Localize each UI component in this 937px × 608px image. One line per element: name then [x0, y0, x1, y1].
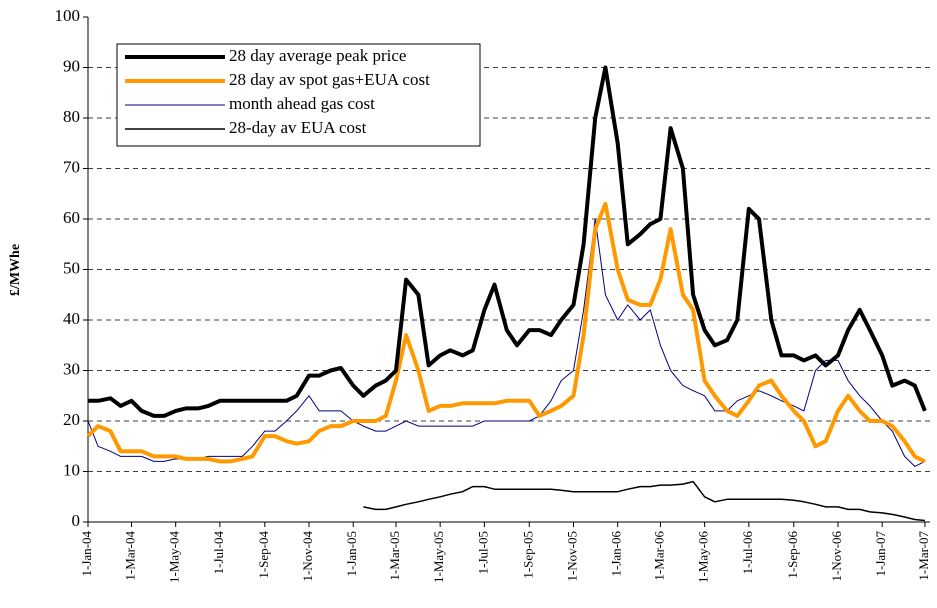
- legend-label: 28 day average peak price: [229, 46, 406, 65]
- legend-label: 28-day av EUA cost: [229, 118, 367, 137]
- y-tick-label: 80: [63, 107, 80, 126]
- x-tick-label: 1-Sep-05: [520, 531, 535, 579]
- x-tick-label: 1-Jul-05: [475, 531, 490, 574]
- x-tick-label: 1-May-04: [167, 531, 182, 583]
- y-tick-label: 0: [72, 511, 81, 530]
- y-axis-label: £/MWhe: [8, 244, 23, 296]
- legend-label: month ahead gas cost: [229, 94, 375, 113]
- x-tick-label: 1-May-05: [431, 531, 446, 583]
- x-tick-label: 1-Jan-06: [609, 531, 624, 577]
- x-tick-label: 1-Jan-05: [344, 531, 359, 577]
- x-tick-label: 1-Sep-04: [256, 531, 271, 579]
- series-line: [87, 218, 926, 467]
- series-line: [86, 201, 926, 464]
- x-tick-label: 1-Nov-06: [829, 531, 844, 582]
- y-tick-label: 60: [63, 208, 80, 227]
- y-tick-label: 100: [55, 6, 81, 25]
- x-tick-label: 1-Jan-07: [873, 531, 888, 577]
- x-tick-label: 1-Nov-04: [300, 531, 315, 582]
- y-tick-label: 10: [63, 460, 80, 479]
- y-tick-label: 50: [63, 258, 80, 277]
- y-tick-label: 40: [63, 309, 80, 328]
- legend: 28 day average peak price 28 day av spot …: [116, 43, 481, 147]
- series-line: [88, 65, 927, 418]
- x-tick-label: 1-Mar-04: [122, 531, 137, 581]
- x-tick-label: 1-Nov-05: [564, 531, 579, 582]
- x-tick-label: 1-Mar-06: [651, 531, 666, 581]
- x-tick-label: 1-Jul-06: [740, 531, 755, 575]
- y-tick-label: 90: [63, 56, 80, 75]
- x-tick-label: 1-Jul-04: [211, 531, 226, 575]
- x-tick-label: 1-Sep-06: [785, 531, 800, 579]
- x-tick-label: 1-Jan-04: [79, 531, 94, 577]
- x-tick-label: 1-Mar-05: [387, 531, 402, 581]
- y-tick-label: 20: [63, 410, 80, 429]
- y-tick-label: 70: [63, 157, 80, 176]
- y-tick-label: 30: [63, 359, 80, 378]
- series-line: [363, 480, 925, 522]
- x-tick-label: 1-May-06: [696, 531, 711, 583]
- x-tick-label: 1-Mar-07: [916, 531, 931, 581]
- legend-label: 28 day av spot gas+EUA cost: [229, 70, 430, 89]
